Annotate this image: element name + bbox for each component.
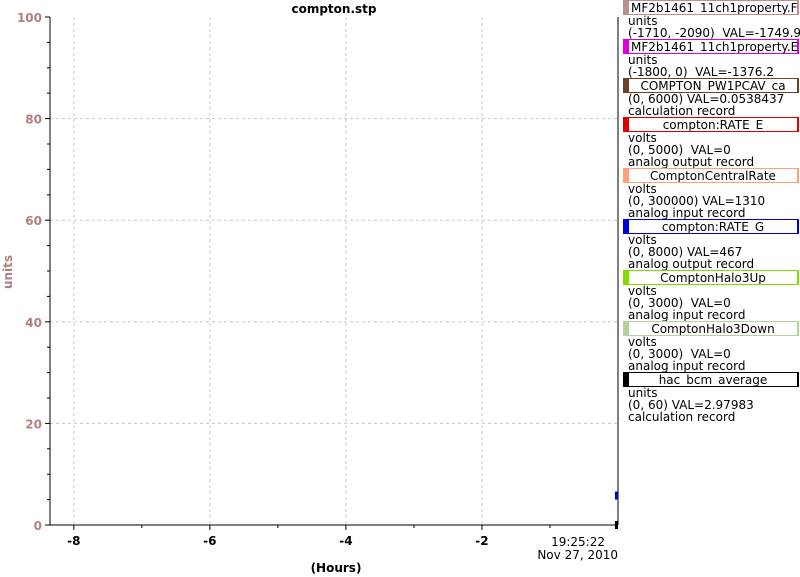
x-axis-label: (Hours): [311, 561, 362, 575]
legend-detail: (0, 3000) VAL=0: [628, 296, 731, 310]
grid: [50, 17, 618, 525]
legend-detail: units: [628, 53, 658, 67]
x-tick-label: -8: [67, 534, 80, 548]
y-tick-label: 40: [25, 316, 42, 330]
y-tick-label: 20: [25, 417, 42, 431]
legend-detail: analog input record: [628, 206, 746, 220]
legend-detail: calculation record: [628, 410, 736, 424]
legend-detail: (0, 8000) VAL=467: [628, 245, 743, 259]
legend-detail: (-1800, 0) VAL=-1376.2: [628, 65, 774, 79]
legend-detail: units: [628, 14, 658, 28]
legend-series-name: ComptonCentralRate: [623, 168, 799, 183]
legend-detail: volts: [628, 233, 657, 247]
legend-series-name: compton:RATE_E: [623, 117, 799, 132]
legend-entry: MF2b1461_11ch1property.F units (-1710, -20…: [621, 0, 800, 39]
legend-entry: compton:RATE_E volts (0, 5000) VAL=0 analog…: [621, 117, 800, 168]
legend-detail: calculation record: [628, 104, 736, 118]
legend-detail: (-1710, -2090) VAL=-1749.9: [628, 26, 800, 40]
x-axis-end-date: Nov 27, 2010: [537, 548, 618, 562]
legend-series-name: compton:RATE_G: [623, 219, 799, 234]
legend-series-name: MF2b1461_11ch1property.E: [623, 39, 799, 54]
legend-detail: volts: [628, 284, 657, 298]
legend-entry: ComptonHalo3Down volts (0, 3000) VAL=0 anal…: [621, 321, 800, 372]
legend-detail: analog output record: [628, 257, 755, 271]
legend-detail: (0, 5000) VAL=0: [628, 143, 731, 157]
legend-detail: (0, 60) VAL=2.97983: [628, 398, 754, 412]
series: [615, 491, 618, 529]
legend-detail: (0, 3000) VAL=0: [628, 347, 731, 361]
legend-detail: volts: [628, 335, 657, 349]
legend-detail: (0, 6000) VAL=0.0538437: [628, 92, 785, 106]
y-axis-label: units: [1, 255, 15, 289]
axes: 0 20 40 60 80 100 -8 -6 -4 -2: [17, 11, 619, 548]
legend-series-name: COMPTON_PW1PCAV_ca: [623, 78, 799, 93]
legend-detail: units: [628, 386, 658, 400]
legend-entry: compton:RATE_G volts (0, 8000) VAL=467 anal…: [621, 219, 800, 270]
legend-detail: volts: [628, 182, 657, 196]
legend-entry: ComptonHalo3Up volts (0, 3000) VAL=0 analog…: [621, 270, 800, 321]
chart-title: compton.stp: [291, 2, 376, 16]
legend-entry: hac_bcm_average units (0, 60) VAL=2.97983 c…: [621, 372, 800, 423]
legend-series-name: MF2b1461_11ch1property.F: [623, 0, 799, 15]
y-tick-label: 60: [25, 214, 42, 228]
y-tick-label: 80: [25, 113, 42, 127]
series-point: [615, 491, 618, 500]
x-axis-end-time: 19:25:22: [551, 535, 605, 549]
legend-entry: COMPTON_PW1PCAV_ca (0, 6000) VAL=0.053843…: [621, 78, 800, 117]
legend-entry: ComptonCentralRate volts (0, 300000) VAL=1…: [621, 168, 800, 219]
x-tick-label: -6: [203, 534, 216, 548]
legend-detail: volts: [628, 131, 657, 145]
legend-detail: (0, 300000) VAL=1310: [628, 194, 766, 208]
legend-series-name: ComptonHalo3Down: [623, 321, 799, 336]
legend-detail: analog input record: [628, 359, 746, 373]
x-tick-label: -2: [475, 534, 488, 548]
legend-series-name: ComptonHalo3Up: [623, 270, 799, 285]
legend-detail: analog input record: [628, 308, 746, 322]
x-tick-label: -4: [339, 534, 352, 548]
legend-detail: analog output record: [628, 155, 755, 169]
series-point: [615, 521, 618, 529]
legend-entry: MF2b1461_11ch1property.E units (-1800, 0) …: [621, 39, 800, 78]
legend: MF2b1461_11ch1property.F units (-1710, -20…: [621, 0, 800, 423]
y-tick-label: 100: [17, 11, 42, 25]
y-tick-label: 0: [34, 519, 42, 533]
legend-series-name: hac_bcm_average: [623, 372, 799, 387]
